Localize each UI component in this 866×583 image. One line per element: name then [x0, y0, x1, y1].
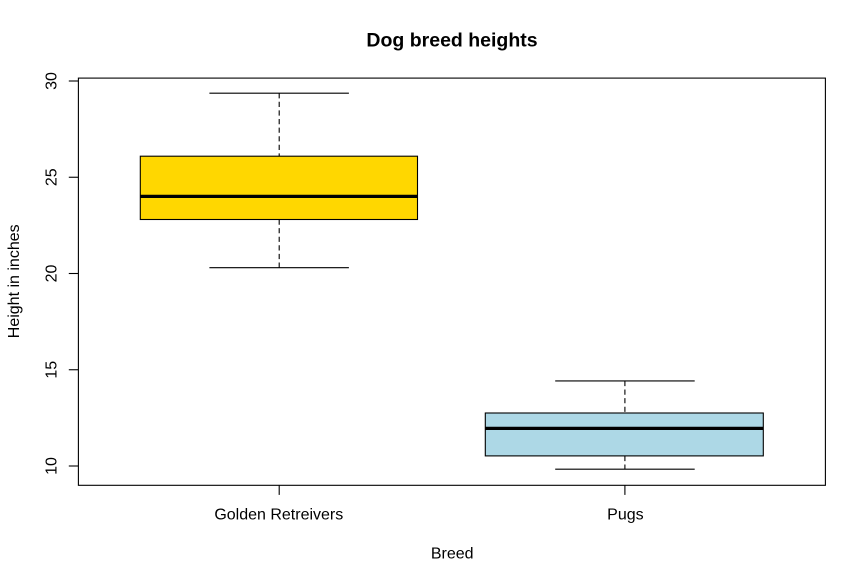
- svg-text:25: 25: [44, 168, 61, 186]
- svg-text:Height in inches: Height in inches: [6, 224, 23, 338]
- svg-text:Pugs: Pugs: [607, 507, 643, 524]
- svg-text:20: 20: [44, 265, 61, 283]
- svg-text:Golden Retreivers: Golden Retreivers: [214, 507, 343, 524]
- svg-text:30: 30: [44, 72, 61, 90]
- svg-text:Dog breed heights: Dog breed heights: [366, 30, 537, 52]
- svg-text:15: 15: [44, 361, 61, 379]
- svg-text:10: 10: [44, 457, 61, 475]
- svg-text:Breed: Breed: [431, 546, 474, 563]
